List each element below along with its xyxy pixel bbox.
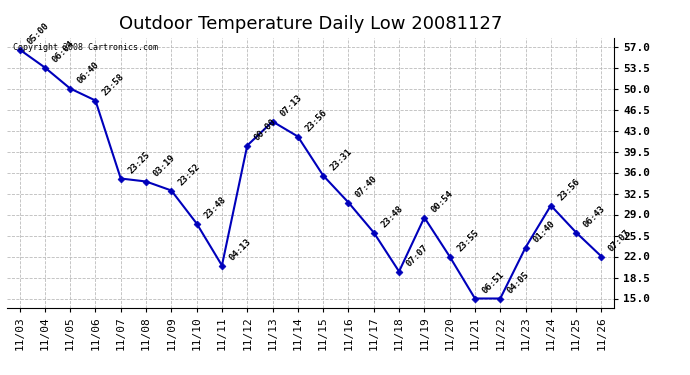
Text: 00:54: 00:54 <box>430 189 455 215</box>
Text: 23:56: 23:56 <box>556 177 582 203</box>
Text: 04:13: 04:13 <box>228 237 253 263</box>
Text: 23:52: 23:52 <box>177 162 202 188</box>
Text: 23:58: 23:58 <box>101 72 126 98</box>
Text: 07:13: 07:13 <box>278 93 304 119</box>
Text: 23:56: 23:56 <box>304 108 328 134</box>
Text: 05:00: 05:00 <box>25 21 50 47</box>
Text: 07:07: 07:07 <box>404 243 430 269</box>
Text: 06:04: 06:04 <box>50 39 76 65</box>
Text: 03:19: 03:19 <box>152 153 177 179</box>
Text: 06:51: 06:51 <box>480 270 506 296</box>
Text: Copyright 2008 Cartronics.com: Copyright 2008 Cartronics.com <box>13 43 158 52</box>
Text: 23:25: 23:25 <box>126 150 152 176</box>
Text: 07:40: 07:40 <box>354 174 380 200</box>
Text: 23:48: 23:48 <box>202 195 228 221</box>
Text: 00:00: 00:00 <box>253 117 278 143</box>
Text: Outdoor Temperature Daily Low 20081127: Outdoor Temperature Daily Low 20081127 <box>119 15 502 33</box>
Text: 06:43: 06:43 <box>582 204 607 230</box>
Text: 23:48: 23:48 <box>380 204 404 230</box>
Text: 23:31: 23:31 <box>328 147 354 173</box>
Text: 04:05: 04:05 <box>506 270 531 296</box>
Text: 06:40: 06:40 <box>76 60 101 86</box>
Text: 07:07: 07:07 <box>607 228 632 254</box>
Text: 01:40: 01:40 <box>531 219 556 245</box>
Text: 23:55: 23:55 <box>455 228 480 254</box>
